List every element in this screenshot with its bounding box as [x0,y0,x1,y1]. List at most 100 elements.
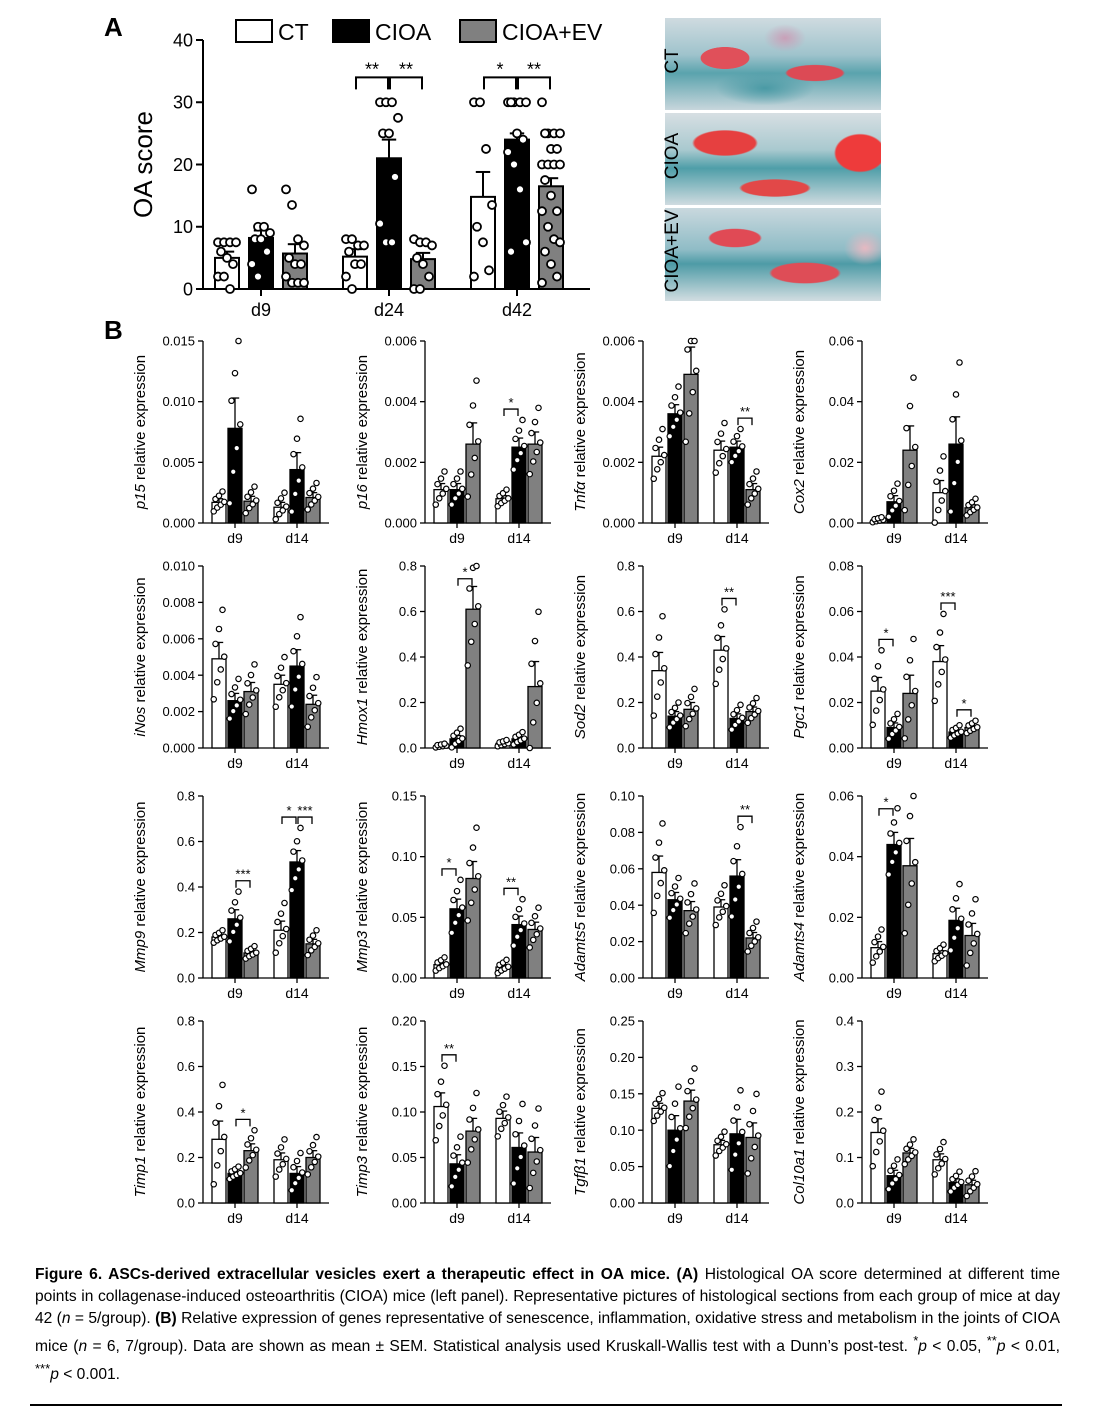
legend-swatch-ct [235,19,273,43]
y-tick-label: 0.00 [829,741,854,756]
x-tick-label: d14 [507,1210,531,1226]
data-point [747,942,755,950]
data-point [307,714,315,721]
data-point [722,902,730,910]
data-point [751,490,759,497]
data-point [487,200,497,210]
data-point [666,432,674,440]
data-point [441,740,448,747]
data-point [906,402,914,410]
data-point [546,259,556,270]
y-tick-label: 0.15 [392,789,417,804]
y-axis-label: Adamts4 relative expression [791,793,808,982]
data-point [949,906,956,913]
bar-ct [713,649,729,749]
data-point [744,948,752,955]
y-tick-label: 0.2 [617,695,635,710]
gene-name: p15 [132,483,149,510]
data-point [973,930,981,938]
data-point [229,928,237,936]
data-point [290,848,297,855]
data-point [471,886,479,893]
data-point [954,458,962,466]
data-point [965,1177,972,1184]
y-tick-label: 0.08 [610,825,635,840]
data-point [671,393,679,401]
y-tick-label: 0.0 [836,1196,854,1211]
significance-bracket [721,597,737,606]
data-point [671,704,679,712]
data-point [341,271,351,282]
data-point [936,1145,944,1153]
y-tick-label: 0.00 [610,971,635,986]
data-point [749,1107,757,1115]
data-point [252,1146,260,1154]
data-point [284,252,294,263]
data-point [963,962,971,969]
y-tick-label: 0.06 [829,789,854,804]
data-point [673,901,681,908]
data-point [682,438,690,446]
data-point [291,686,299,693]
bar-ct [495,1117,511,1204]
data-point [457,725,464,732]
data-point [901,929,909,937]
y-tick-label: 0.006 [162,631,195,646]
x-tick-label: d9 [667,1210,683,1226]
data-point [746,1120,753,1128]
bar-cioa-ev [745,1136,761,1204]
y-axis-label: Adamts5 relative expression [572,793,589,982]
bar-cioa-ev [243,1150,259,1204]
data-point [474,602,482,610]
y-label-suffix: relative expression [572,352,589,481]
y-tick-label: 0.1 [836,1150,854,1165]
x-tick-label: d14 [285,755,309,771]
data-point [313,479,320,487]
data-point [473,824,480,832]
data-point [968,910,976,917]
data-point [692,1096,700,1103]
data-point [890,487,898,495]
data-point [235,675,242,683]
data-point [754,1132,762,1139]
data-point [293,837,301,845]
data-point [464,493,472,500]
data-point [653,693,661,700]
data-point [747,495,755,502]
data-point [279,932,287,940]
y-tick-label: 20 [173,155,193,175]
gene-name: Timp3 [354,1155,371,1197]
data-point [657,458,665,466]
data-point [746,704,753,711]
data-point [931,697,939,705]
data-point [503,736,510,744]
y-tick-label: 0.002 [384,455,417,470]
data-point [684,346,691,353]
data-point [442,485,450,493]
gene-name: Mmp3 [354,930,371,972]
data-point [455,911,463,919]
data-point [871,1116,878,1124]
y-tick-label: 0.006 [602,334,635,349]
significance-bracket [517,76,551,90]
data-point [247,259,257,270]
data-point [298,857,306,864]
data-point [288,886,296,894]
caption-b-text2: = 6, 7/group). Data are shown as mean ± … [87,1338,914,1356]
data-point [655,1095,663,1103]
data-point [213,1162,221,1169]
data-point [469,402,477,409]
data-point [954,924,962,932]
data-point [537,277,547,288]
significance-label: * [883,625,888,640]
caption-p: p [996,1338,1006,1356]
data-point [903,424,910,432]
data-point [277,910,285,917]
data-point [650,475,658,483]
data-point [272,1173,280,1180]
data-point [751,938,759,945]
data-point [451,495,459,502]
data-point [869,721,877,729]
data-point [659,820,666,827]
y-tick-label: 0.20 [610,1050,635,1065]
